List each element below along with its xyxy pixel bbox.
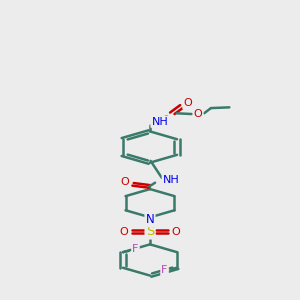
Text: NH: NH [152, 117, 168, 127]
Text: O: O [194, 109, 203, 119]
Text: N: N [146, 213, 154, 226]
Text: F: F [132, 244, 139, 254]
Text: O: O [119, 227, 128, 237]
Text: O: O [183, 98, 192, 108]
Text: NH: NH [163, 175, 179, 185]
Text: O: O [172, 227, 181, 237]
Text: F: F [161, 266, 168, 275]
Text: O: O [121, 177, 129, 187]
Text: S: S [146, 225, 154, 238]
